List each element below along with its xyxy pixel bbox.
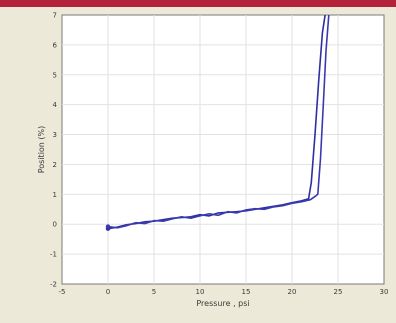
x-tick-label: 15	[242, 288, 251, 296]
y-tick-label: 5	[53, 71, 57, 79]
window-title-strip	[0, 0, 396, 7]
y-axis-title: Position (%)	[37, 126, 46, 174]
chart-window: -5 0 5 10 15 20 25 30 -2 -1 0 1 2 3 4 5 6 7 Pressure , psi…	[0, 7, 396, 323]
x-tick-label: 5	[152, 288, 156, 296]
y-tick-label: 0	[53, 221, 57, 229]
y-tick-label: -1	[50, 251, 57, 259]
x-tick-label: 25	[334, 288, 343, 296]
y-tick-label: 7	[53, 12, 57, 20]
y-tick-label: 1	[53, 191, 57, 199]
y-tick-label: 4	[53, 101, 58, 109]
y-tick-label: 2	[53, 161, 57, 169]
y-tick-label: 3	[53, 131, 57, 139]
y-tick-label: -2	[50, 281, 57, 289]
y-tick-label: 6	[53, 41, 58, 49]
position-pressure-chart: -5 0 5 10 15 20 25 30 -2 -1 0 1 2 3 4 5 6 7 Pressure , psi…	[37, 12, 389, 309]
x-tick-label: -5	[59, 288, 66, 296]
x-tick-label: 20	[288, 288, 297, 296]
series-line-2	[107, 15, 330, 229]
x-tick-label: 30	[380, 288, 389, 296]
x-tick-label: 10	[196, 288, 205, 296]
plot-area	[61, 14, 385, 285]
x-axis-title: Pressure , psi	[196, 299, 249, 308]
series-start-point-2	[105, 224, 111, 229]
x-tick-label: 0	[106, 288, 110, 296]
